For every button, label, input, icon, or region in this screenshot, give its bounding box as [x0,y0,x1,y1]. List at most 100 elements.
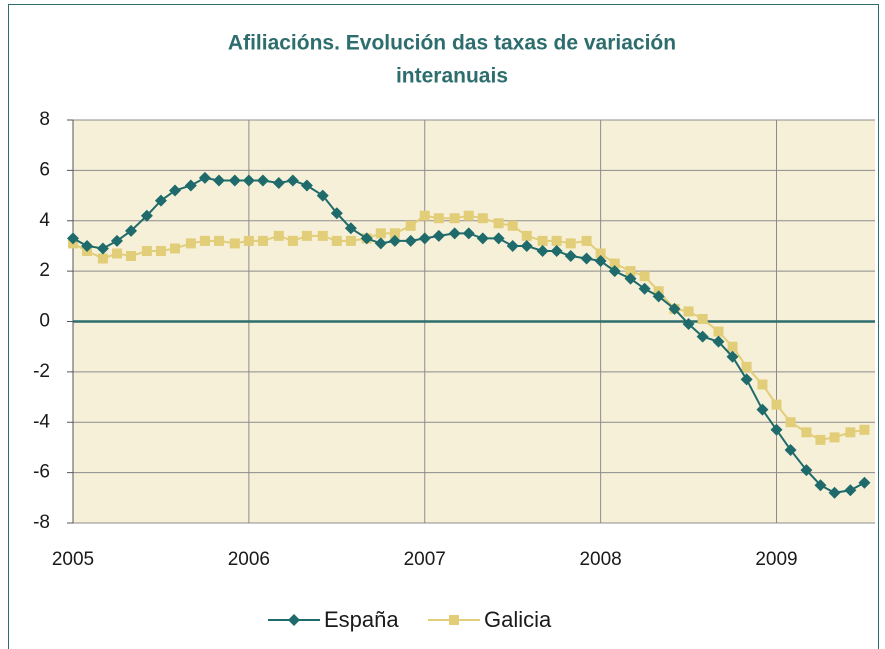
y-tick-label: -8 [33,512,50,533]
data-point [81,239,94,252]
data-point [756,403,769,416]
data-point [726,350,739,363]
data-point [801,427,812,438]
legend-label: España [324,607,399,632]
data-point [97,253,108,264]
data-point [757,379,768,390]
data-point [198,171,211,184]
data-point [272,176,285,189]
data-point [859,424,870,435]
x-tick-label: 2007 [404,549,446,570]
data-point [243,235,254,246]
data-point [432,229,445,242]
data-point [741,361,752,372]
legend-marker [449,615,459,625]
data-point [828,486,841,499]
y-tick-label: 6 [39,159,50,180]
data-point [256,174,269,187]
data-point [330,207,343,220]
chart-title: interanuais [396,65,508,88]
y-tick-label: 8 [39,109,50,130]
data-point [624,272,637,285]
data-point [771,399,782,410]
data-point [228,174,241,187]
data-point [242,174,255,187]
data-point [404,234,417,247]
data-point [550,244,563,257]
data-point [449,213,460,224]
data-point [213,235,224,246]
data-point [581,235,592,246]
data-point [374,237,387,250]
data-point [682,318,695,331]
data-point [625,266,636,277]
data-point [418,232,431,245]
data-point [317,230,328,241]
data-point [229,238,240,249]
x-tick-label: 2008 [579,549,621,570]
data-point [595,248,606,259]
data-point [845,427,856,438]
data-point [800,464,813,477]
data-point [433,213,444,224]
data-point [668,302,681,315]
data-point [537,235,548,246]
y-tick-label: 4 [39,210,50,231]
data-point [521,230,532,241]
data-point [814,479,827,492]
data-point [199,235,210,246]
x-tick-label: 2005 [52,549,94,570]
data-point [727,341,738,352]
data-point [683,306,694,317]
data-point [815,434,826,445]
data-point [594,255,607,268]
data-point [652,290,665,303]
data-point [126,251,137,262]
data-point [476,232,489,245]
data-point [273,230,284,241]
y-tick-label: -4 [33,411,50,432]
data-point [331,235,342,246]
data-point [301,230,312,241]
data-point [155,245,166,256]
legend-label: Galicia [484,607,552,632]
data-point [419,210,430,221]
data-point [713,326,724,337]
data-point [697,313,708,324]
data-point [463,210,474,221]
data-point [507,220,518,231]
data-point [608,265,621,278]
data-point [405,220,416,231]
data-point [389,228,400,239]
data-point [257,235,268,246]
data-point [184,179,197,192]
data-point [844,484,857,497]
x-tick-label: 2009 [755,549,797,570]
data-point [96,242,109,255]
data-point [287,235,298,246]
data-point [360,232,373,245]
data-point [344,222,357,235]
data-point [740,373,753,386]
chart-title: Afiliacións. Evolución das taxas de vari… [228,32,676,55]
data-point [110,234,123,247]
data-point [448,227,461,240]
data-point [170,243,181,254]
data-point [712,335,725,348]
data-point [829,432,840,443]
data-point [141,245,152,256]
data-point [609,258,620,269]
data-point [67,232,79,245]
data-point [493,218,504,229]
data-point [375,228,386,239]
data-point [477,213,488,224]
data-point [858,476,871,489]
data-point [520,239,533,252]
data-point [785,417,796,428]
data-point [784,443,797,456]
data-point [506,239,519,252]
data-point [111,248,122,259]
data-point [565,238,576,249]
data-point [388,234,401,247]
